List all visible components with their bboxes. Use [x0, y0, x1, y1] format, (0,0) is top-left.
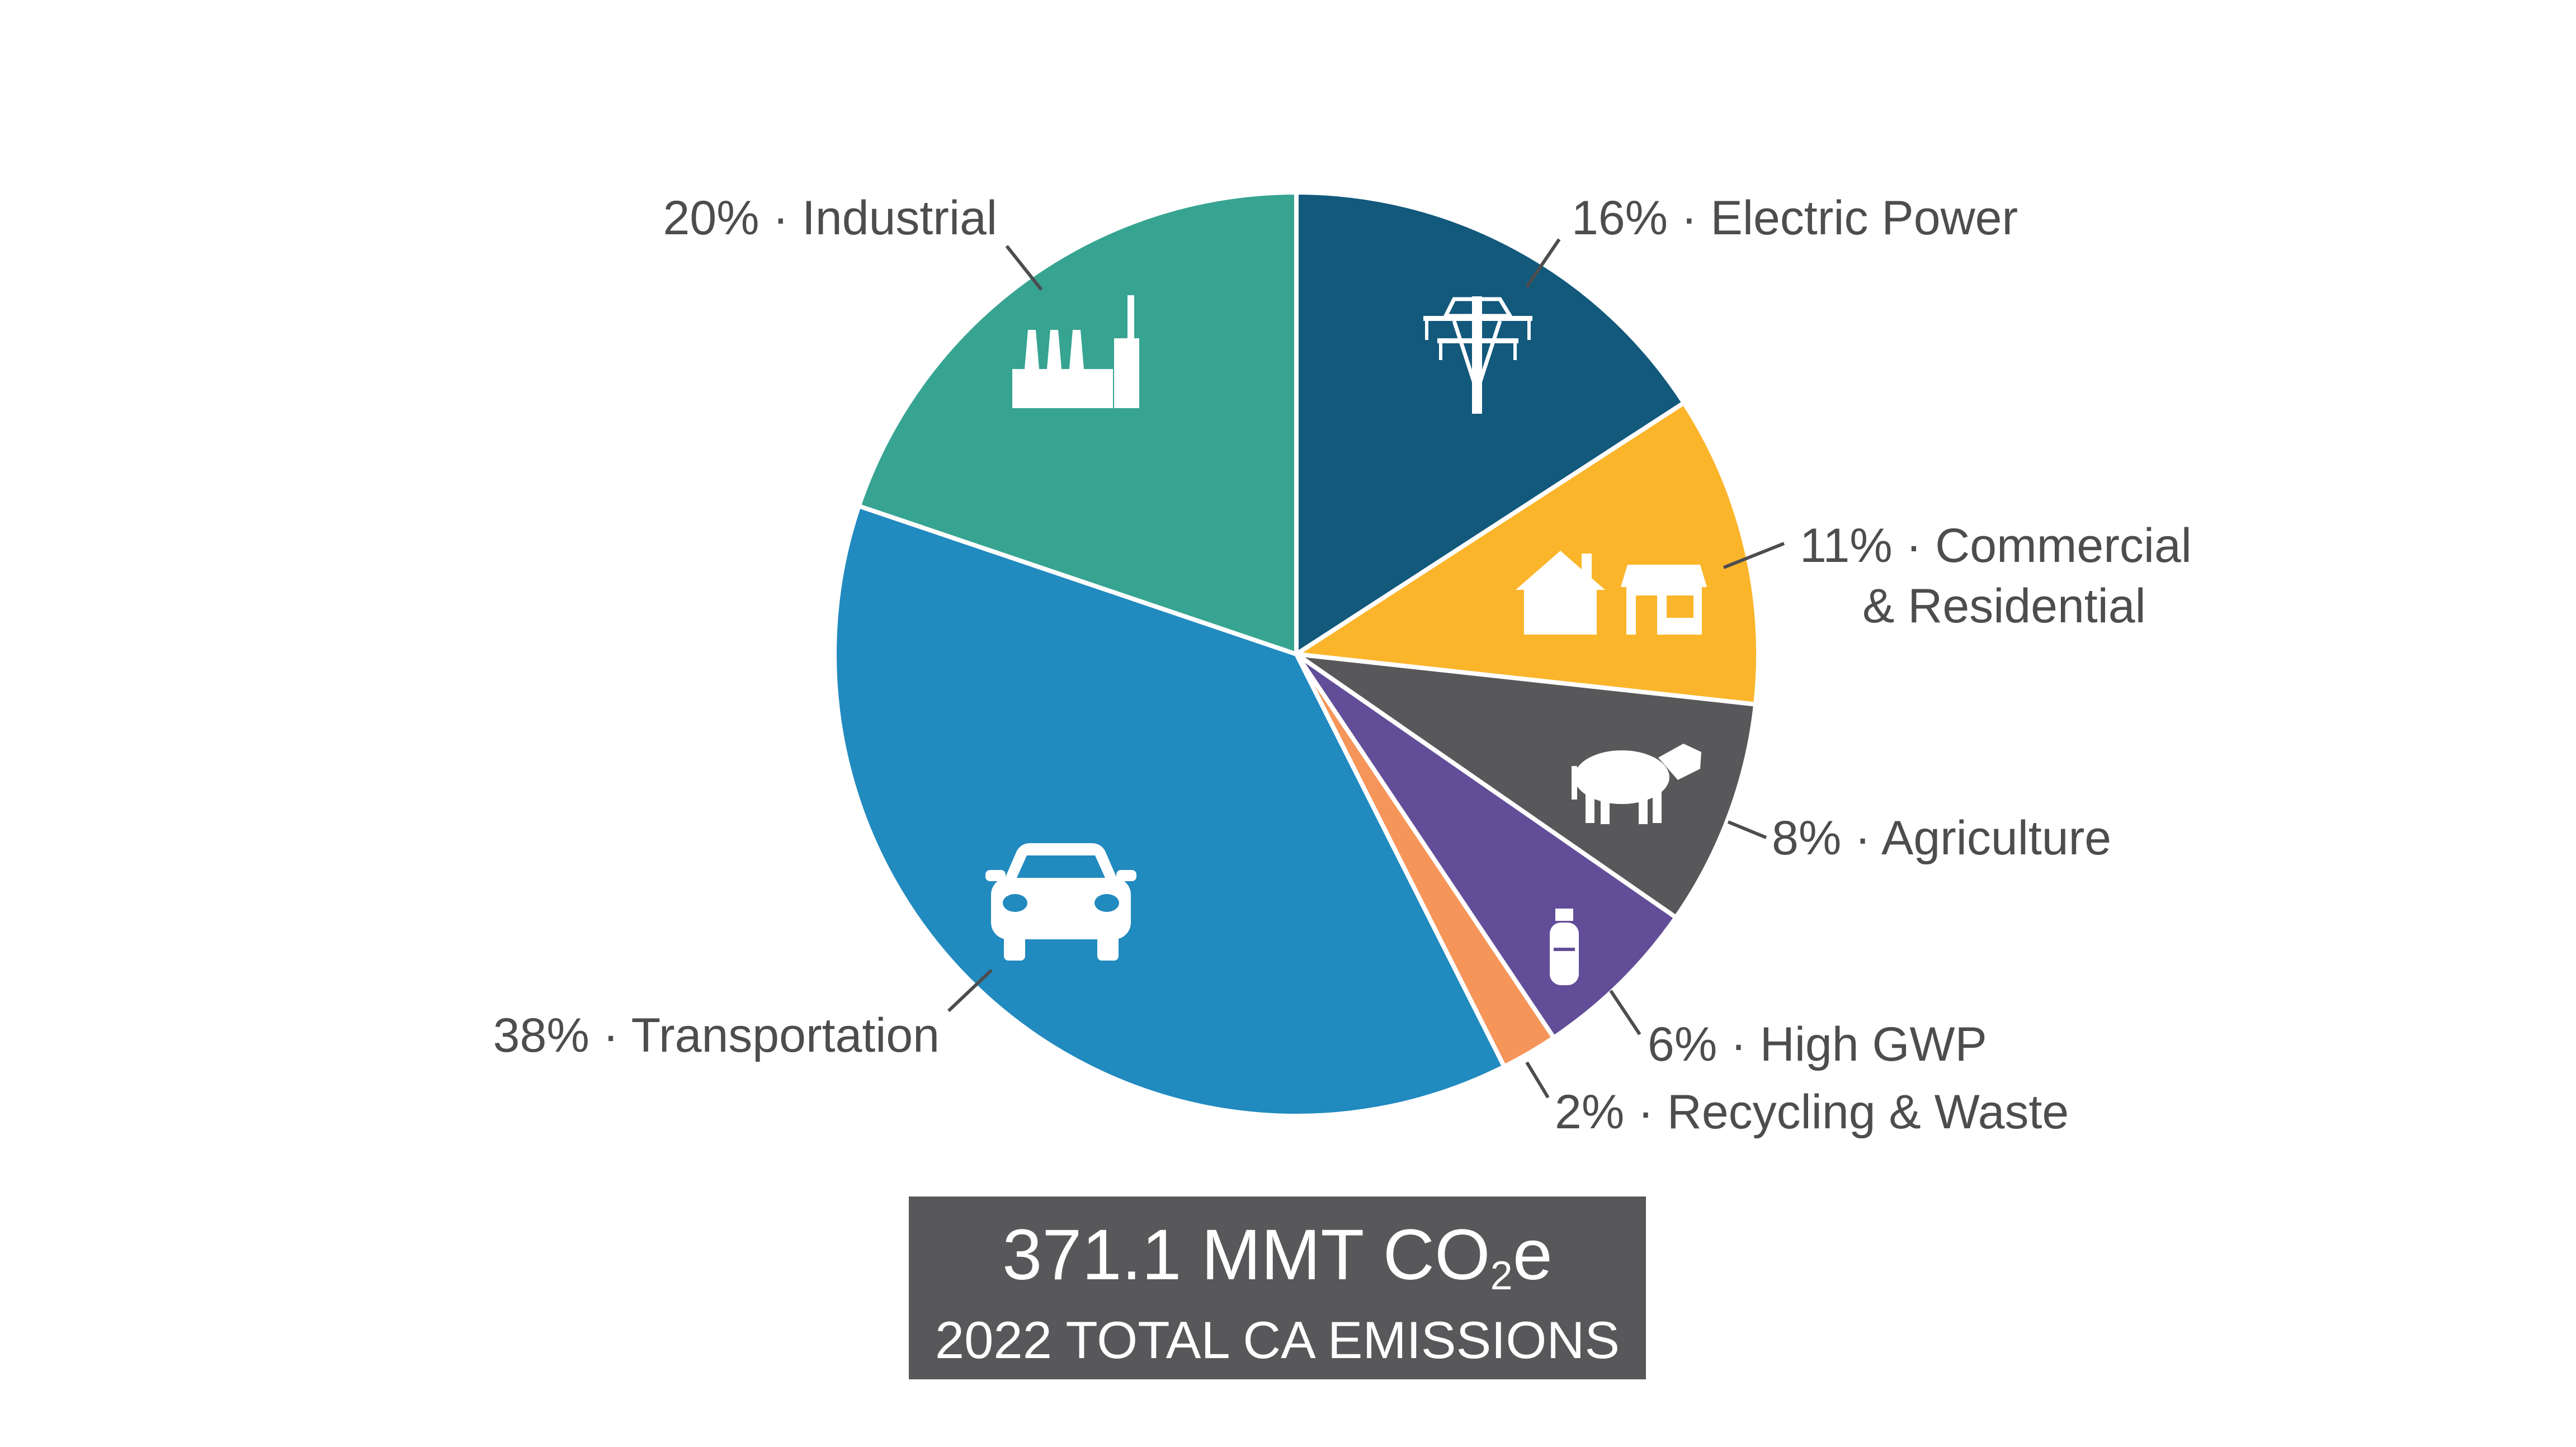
label-commercial-line2: & Residential: [1862, 579, 2146, 633]
total-suffix: e: [1512, 1215, 1553, 1295]
leader-industrial: [1005, 245, 1043, 291]
leader-lines: [947, 238, 1785, 1099]
slice-labels: 16% · Electric Power 11% · Commercial & …: [493, 191, 2192, 1139]
leader-transportation: [947, 968, 993, 1013]
label-high-gwp: 6% · High GWP: [1648, 1018, 1987, 1071]
label-industrial: 20% · Industrial: [663, 191, 997, 245]
leader-commercial-residential: [1723, 542, 1785, 569]
pie-slices: [832, 190, 1761, 1118]
slice-transportation: [832, 503, 1507, 1118]
total-caption: 2022 TOTAL CA EMISSIONS: [935, 1311, 1620, 1369]
power-tower-icon: [1423, 296, 1532, 414]
total-emissions-box: 371.1 MMT CO2e 2022 TOTAL CA EMISSIONS: [909, 1197, 1646, 1379]
slice-agriculture: [1295, 652, 1758, 921]
label-electric-power: 16% · Electric Power: [1572, 191, 2018, 245]
label-transportation: 38% · Transportation: [493, 1009, 940, 1062]
leader-recycling-waste: [1525, 1061, 1550, 1099]
label-agriculture: 8% · Agriculture: [1772, 811, 2111, 865]
total-value: 371.1 MMT CO2e: [909, 1213, 1646, 1297]
gas-cylinder-icon: [1550, 909, 1579, 985]
house-and-shop-icon: [1516, 551, 1707, 635]
leader-high-gwp: [1609, 990, 1641, 1035]
slice-high-gwp: [1294, 652, 1679, 1041]
pie-icons: [985, 295, 1707, 985]
label-commercial-line1: 11% · Commercial: [1800, 519, 2192, 573]
label-recycling-waste: 2% · Recycling & Waste: [1555, 1085, 2069, 1139]
car-icon: [985, 843, 1136, 961]
slice-industrial: [856, 190, 1299, 658]
factory-icon: [1012, 295, 1139, 408]
cow-icon: [1572, 744, 1701, 824]
leader-agriculture: [1727, 820, 1767, 839]
leader-electric-power: [1525, 238, 1561, 288]
total-value-text: 371.1 MMT CO: [1002, 1215, 1490, 1295]
slice-electric-power: [1294, 190, 1687, 659]
total-subscript: 2: [1490, 1254, 1513, 1298]
